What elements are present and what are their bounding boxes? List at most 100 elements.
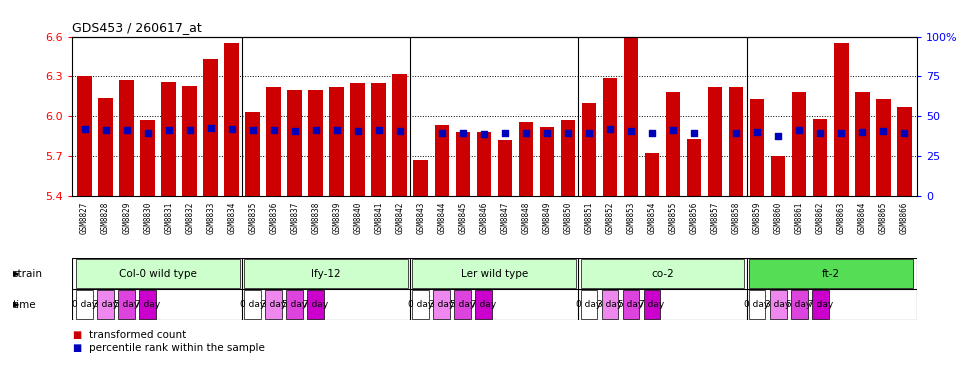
- Point: [98, 127, 113, 133]
- FancyBboxPatch shape: [265, 290, 282, 319]
- Text: 0 day: 0 day: [240, 300, 265, 309]
- Point: [77, 126, 92, 132]
- FancyBboxPatch shape: [413, 259, 576, 288]
- Point: [266, 127, 281, 133]
- Text: ■: ■: [72, 343, 82, 353]
- Bar: [750, 99, 764, 196]
- Bar: [603, 78, 617, 196]
- Bar: [876, 99, 891, 196]
- Bar: [350, 83, 365, 196]
- Text: 5 day: 5 day: [786, 300, 812, 309]
- Point: [434, 131, 449, 137]
- Bar: [540, 127, 554, 196]
- Text: 3 day: 3 day: [429, 300, 454, 309]
- Point: [771, 133, 786, 139]
- Bar: [140, 120, 155, 196]
- Point: [686, 131, 702, 137]
- Text: 3 day: 3 day: [597, 300, 623, 309]
- Point: [791, 127, 806, 133]
- Bar: [456, 132, 470, 196]
- FancyBboxPatch shape: [623, 290, 639, 319]
- Point: [540, 131, 555, 137]
- FancyBboxPatch shape: [770, 290, 786, 319]
- FancyBboxPatch shape: [76, 290, 93, 319]
- Point: [203, 125, 218, 131]
- Text: Col-0 wild type: Col-0 wild type: [119, 269, 197, 279]
- FancyBboxPatch shape: [72, 289, 917, 320]
- Text: 3 day: 3 day: [765, 300, 791, 309]
- Bar: [497, 140, 513, 196]
- FancyBboxPatch shape: [118, 290, 135, 319]
- FancyBboxPatch shape: [286, 290, 303, 319]
- Bar: [518, 122, 533, 196]
- Point: [224, 126, 239, 132]
- Text: 7 day: 7 day: [471, 300, 496, 309]
- Text: 5 day: 5 day: [282, 300, 307, 309]
- Text: 0 day: 0 day: [72, 300, 97, 309]
- Bar: [582, 103, 596, 196]
- Point: [497, 131, 513, 137]
- FancyBboxPatch shape: [475, 290, 492, 319]
- Bar: [308, 90, 324, 196]
- Text: 7 day: 7 day: [807, 300, 832, 309]
- Point: [561, 131, 576, 137]
- Text: transformed count: transformed count: [89, 330, 186, 340]
- Bar: [476, 132, 492, 196]
- Bar: [854, 92, 870, 196]
- FancyBboxPatch shape: [791, 290, 807, 319]
- Point: [833, 131, 849, 137]
- Bar: [161, 82, 176, 196]
- Bar: [98, 98, 113, 196]
- Point: [812, 131, 828, 137]
- Text: 7 day: 7 day: [639, 300, 664, 309]
- Text: GDS453 / 260617_at: GDS453 / 260617_at: [72, 21, 202, 34]
- Text: time: time: [12, 300, 36, 310]
- Point: [329, 127, 345, 133]
- Text: 5 day: 5 day: [114, 300, 139, 309]
- Text: ▶: ▶: [12, 269, 19, 278]
- FancyBboxPatch shape: [245, 259, 408, 288]
- Point: [602, 126, 617, 132]
- Text: 0 day: 0 day: [408, 300, 434, 309]
- Text: strain: strain: [12, 269, 42, 279]
- FancyBboxPatch shape: [749, 290, 765, 319]
- FancyBboxPatch shape: [643, 290, 660, 319]
- Bar: [225, 43, 239, 196]
- Point: [119, 127, 134, 133]
- FancyBboxPatch shape: [434, 290, 450, 319]
- Text: percentile rank within the sample: percentile rank within the sample: [89, 343, 265, 353]
- Point: [350, 128, 366, 134]
- Bar: [435, 126, 449, 196]
- Bar: [708, 87, 723, 196]
- FancyBboxPatch shape: [454, 290, 471, 319]
- Text: 0 day: 0 day: [576, 300, 602, 309]
- Text: 0 day: 0 day: [744, 300, 770, 309]
- FancyBboxPatch shape: [581, 259, 744, 288]
- Text: lfy-12: lfy-12: [311, 269, 341, 279]
- Bar: [77, 76, 92, 196]
- Point: [476, 131, 492, 137]
- Point: [308, 127, 324, 133]
- FancyBboxPatch shape: [76, 259, 240, 288]
- Point: [287, 128, 302, 134]
- Text: ▶: ▶: [12, 300, 19, 309]
- FancyBboxPatch shape: [413, 290, 429, 319]
- Text: ■: ■: [72, 330, 82, 340]
- Text: 3 day: 3 day: [261, 300, 286, 309]
- Bar: [182, 86, 197, 196]
- Text: 5 day: 5 day: [618, 300, 643, 309]
- Point: [182, 127, 198, 133]
- Bar: [729, 87, 743, 196]
- Bar: [414, 160, 428, 196]
- Point: [665, 127, 681, 133]
- Text: co-2: co-2: [651, 269, 674, 279]
- Bar: [897, 107, 912, 196]
- Text: 5 day: 5 day: [450, 300, 475, 309]
- Point: [729, 131, 744, 137]
- Bar: [372, 83, 386, 196]
- Bar: [393, 74, 407, 196]
- Bar: [246, 112, 260, 196]
- FancyBboxPatch shape: [139, 290, 156, 319]
- Bar: [645, 153, 660, 196]
- Bar: [624, 37, 638, 196]
